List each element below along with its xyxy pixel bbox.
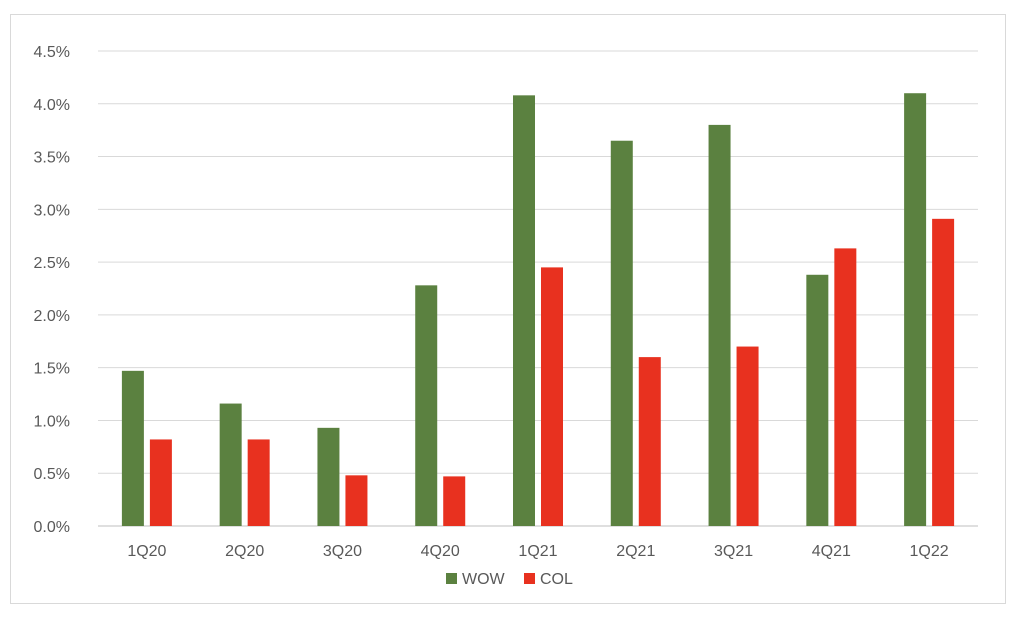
bar-wow-3q21 [708,124,731,526]
y-tick-label: 4.0% [34,97,70,114]
bar-wow-4q21 [806,274,829,526]
y-tick-label: 0.5% [34,466,70,483]
y-tick-label: 4.5% [34,44,70,61]
y-tick-label: 0.0% [34,519,70,536]
bar-col-4q21 [834,248,857,526]
bar-col-3q20 [345,475,368,526]
bar-col-1q22 [932,218,955,527]
legend: WOW COL [446,571,573,588]
bar-col-2q20 [247,439,270,526]
bar-col-2q21 [638,357,661,526]
gridlines [98,50,978,527]
x-axis: 1Q20 2Q20 3Q20 4Q20 1Q21 2Q21 3Q21 4Q21 1Q22 [127,543,948,560]
x-tick-label: 2Q20 [225,543,264,560]
y-tick-label: 1.5% [34,361,70,378]
bar-wow-2q21 [610,140,633,526]
bar-wow-2q20 [219,403,242,526]
legend-swatch-col [524,573,535,584]
y-tick-label: 2.5% [34,255,70,272]
y-tick-label: 1.0% [34,413,70,430]
x-tick-label: 1Q20 [127,543,166,560]
legend-label-col: COL [540,571,573,588]
x-tick-label: 2Q21 [616,543,655,560]
x-tick-label: 1Q21 [518,543,557,560]
x-tick-label: 1Q22 [910,543,949,560]
bars [121,93,955,527]
y-axis: 0.0% 0.5% 1.0% 1.5% 2.0% 2.5% 3.0% 3.5% 4.0% 4.5% [34,44,70,536]
bar-col-1q21 [541,267,563,526]
x-tick-label: 3Q21 [714,543,753,560]
y-tick-label: 3.5% [34,150,70,167]
x-tick-label: 4Q21 [812,543,851,560]
bar-col-1q20 [149,439,172,526]
y-tick-label: 2.0% [34,308,70,325]
bar-col-3q21 [736,346,759,526]
bar-wow-1q21 [513,95,535,526]
bar-wow-4q20 [415,285,438,526]
x-tick-label: 3Q20 [323,543,362,560]
bar-wow-1q22 [904,93,927,526]
bar-col-4q20 [443,476,466,526]
legend-label-wow: WOW [462,571,506,588]
y-tick-label: 3.0% [34,202,70,219]
bar-wow-3q20 [317,427,340,526]
bar-wow-1q20 [121,370,144,526]
x-tick-label: 4Q20 [421,543,460,560]
legend-swatch-wow [446,573,457,584]
